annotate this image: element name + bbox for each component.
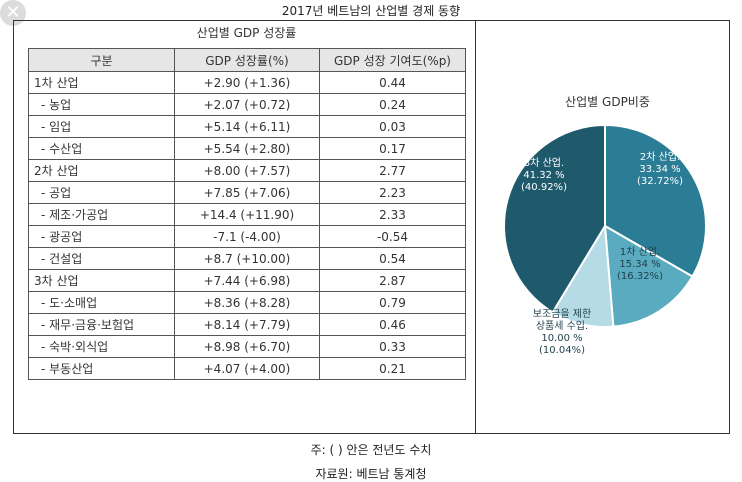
row-growth: +7.85 (+7.06) [174,181,320,204]
row-label: - 부동산업 [28,357,175,380]
slice-label: (16.32%) [617,271,663,282]
slice-label: 1차 산업. [620,245,660,258]
row-contribution: 0.33 [319,335,466,358]
row-growth: +14.4 (+11.90) [174,203,320,226]
slice-label: 상품세 수입. [536,319,588,332]
header-contribution: GDP 성장 기여도(%p) [319,48,466,72]
row-contribution: 0.44 [319,71,466,94]
table-row: - 제조·가공업 +14.4 (+11.90) 2.33 [28,203,466,226]
gdp-share-chart: 산업별 GDP비중 2차 산업. 33.34 % (32.72%) 1차 산업. 15.… [490,80,725,390]
panel-divider [475,20,476,434]
slice-label: (10.04%) [539,345,585,356]
row-growth: +2.90 (+1.36) [174,71,320,94]
row-growth: +4.07 (+4.00) [174,357,320,380]
row-contribution: 0.24 [319,93,466,116]
row-contribution: 0.03 [319,115,466,138]
row-label: - 광공업 [28,225,175,248]
row-growth: +8.14 (+7.79) [174,313,320,336]
row-growth: +5.54 (+2.80) [174,137,320,160]
row-label: - 도·소매업 [28,291,175,314]
row-contribution: -0.54 [319,225,466,248]
row-growth: +8.36 (+8.28) [174,291,320,314]
table-row: - 농업 +2.07 (+0.72) 0.24 [28,93,466,116]
row-label: - 재무·금융·보험업 [28,313,175,336]
table-caption: 산업별 GDP 성장률 [196,26,297,40]
pie-slice [503,123,606,314]
slice-label: 보조금을 제한 [533,308,591,320]
table-row: 1차 산업 +2.90 (+1.36) 0.44 [28,71,466,94]
chart-title: 산업별 GDP비중 [565,95,650,109]
row-growth: +2.07 (+0.72) [174,93,320,116]
row-label: 2차 산업 [28,159,175,182]
row-growth: +8.7 (+10.00) [174,247,320,270]
row-contribution: 2.77 [319,159,466,182]
content-frame [13,20,730,434]
slice-label: 41.32 % [523,170,564,181]
page-title: 2017년 베트남의 산업별 경제 동향 [281,4,461,18]
row-contribution: 0.17 [319,137,466,160]
row-label: - 임업 [28,115,175,138]
slice-label: (32.72%) [637,176,683,187]
slice-label: 2차 산업. [640,150,680,163]
row-contribution: 0.46 [319,313,466,336]
slice-label: 3차 산업. [524,156,564,169]
gdp-growth-table: 구분 GDP 성장률(%) GDP 성장 기여도(%p) 1차 산업 +2.90 … [28,48,466,380]
footnote: 주: ( ) 안은 전년도 수치 [310,443,432,457]
row-label: - 숙박·외식업 [28,335,175,358]
row-label: 3차 산업 [28,269,175,292]
table-row: - 숙박·외식업 +8.98 (+6.70) 0.33 [28,335,466,358]
table-row: 2차 산업 +8.00 (+7.57) 2.77 [28,159,466,182]
table-row: - 건설업 +8.7 (+10.00) 0.54 [28,247,466,270]
row-growth: +8.00 (+7.57) [174,159,320,182]
slice-label: 33.34 % [639,164,680,175]
row-label: - 제조·가공업 [28,203,175,226]
table-row: - 공업 +7.85 (+7.06) 2.23 [28,181,466,204]
table-row: - 재무·금융·보험업 +8.14 (+7.79) 0.46 [28,313,466,336]
table-header-row: 구분 GDP 성장률(%) GDP 성장 기여도(%p) [28,48,466,72]
table-row: 3차 산업 +7.44 (+6.98) 2.87 [28,269,466,292]
row-contribution: 0.79 [319,291,466,314]
pie-slice [603,224,694,328]
row-label: - 건설업 [28,247,175,270]
row-growth: -7.1 (-4.00) [174,225,320,248]
row-contribution: 0.21 [319,357,466,380]
pie-chart-svg: 2차 산업.33.34 %(32.72%) 1차 산업.15.34 %(16.32… [503,123,707,356]
row-label: 1차 산업 [28,71,175,94]
pie-slice [604,123,707,278]
table-row: - 광공업 -7.1 (-4.00) -0.54 [28,225,466,248]
slice-label: 15.34 % [619,259,660,270]
table-row: - 임업 +5.14 (+6.11) 0.03 [28,115,466,138]
source-note: 자료원: 베트남 통계청 [315,467,427,481]
row-contribution: 2.33 [319,203,466,226]
row-growth: +5.14 (+6.11) [174,115,320,138]
table-row: - 도·소매업 +8.36 (+8.28) 0.79 [28,291,466,314]
slice-label: 10.00 % [541,333,582,344]
row-growth: +7.44 (+6.98) [174,269,320,292]
row-contribution: 2.87 [319,269,466,292]
header-category: 구분 [28,48,175,72]
row-contribution: 0.54 [319,247,466,270]
table-row: - 부동산업 +4.07 (+4.00) 0.21 [28,357,466,380]
row-contribution: 2.23 [319,181,466,204]
row-growth: +8.98 (+6.70) [174,335,320,358]
row-label: - 농업 [28,93,175,116]
slice-label: (40.92%) [521,182,567,193]
header-growth: GDP 성장률(%) [174,48,320,72]
row-label: - 수산업 [28,137,175,160]
table-row: - 수산업 +5.54 (+2.80) 0.17 [28,137,466,160]
table-body: 1차 산업 +2.90 (+1.36) 0.44- 농업 +2.07 (+0.72) 0… [28,71,466,380]
row-label: - 공업 [28,181,175,204]
